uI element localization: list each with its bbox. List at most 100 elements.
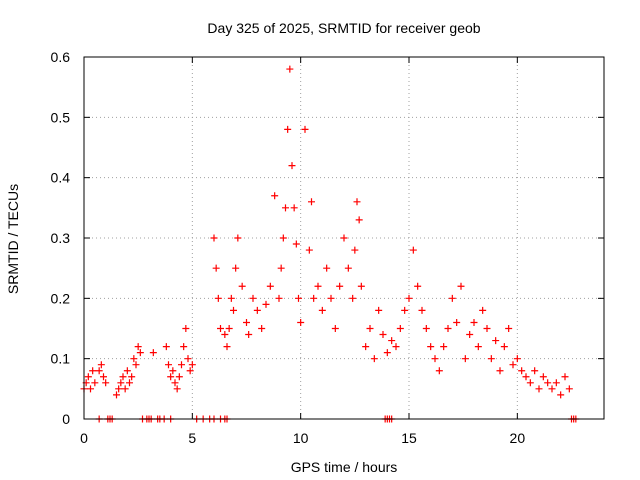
data-point xyxy=(100,373,107,381)
data-point xyxy=(440,343,448,351)
data-point xyxy=(262,300,270,308)
data-point xyxy=(323,264,331,272)
data-point xyxy=(130,355,138,363)
data-point xyxy=(466,331,474,339)
data-point xyxy=(286,65,294,73)
x-tick-label: 10 xyxy=(293,430,309,446)
data-point xyxy=(180,343,188,351)
data-point xyxy=(431,355,439,363)
data-point xyxy=(169,367,177,375)
data-point xyxy=(301,125,309,133)
data-point xyxy=(353,198,361,206)
data-point xyxy=(173,385,181,393)
data-point xyxy=(561,373,569,381)
data-point xyxy=(292,240,300,248)
data-point xyxy=(500,343,508,351)
data-point xyxy=(362,343,370,351)
data-point xyxy=(230,306,237,314)
data-point xyxy=(427,343,435,351)
y-tick-label: 0.5 xyxy=(51,109,71,125)
data-point xyxy=(97,361,105,369)
data-point xyxy=(396,325,404,332)
data-point xyxy=(349,294,357,302)
y-tick-label: 0.2 xyxy=(51,290,71,306)
data-point xyxy=(366,325,374,332)
x-tick-label: 0 xyxy=(80,430,88,446)
data-point xyxy=(305,246,313,254)
data-point xyxy=(123,367,131,375)
data-point xyxy=(186,367,194,375)
data-point xyxy=(290,204,298,212)
y-tick-label: 0.6 xyxy=(51,49,71,65)
data-point xyxy=(526,379,534,387)
data-point xyxy=(401,306,409,314)
data-point xyxy=(113,391,120,399)
data-point xyxy=(295,294,302,302)
data-point xyxy=(535,385,543,393)
data-point xyxy=(331,325,339,332)
data-point xyxy=(182,325,190,332)
data-point xyxy=(355,216,363,224)
y-tick-label: 0 xyxy=(62,411,70,427)
data-point xyxy=(414,282,422,290)
data-point xyxy=(357,282,365,290)
data-point xyxy=(297,318,305,326)
x-tick-label: 5 xyxy=(188,430,196,446)
data-point xyxy=(225,325,233,332)
data-point xyxy=(505,325,513,332)
data-point xyxy=(232,264,240,272)
data-point xyxy=(136,349,144,357)
data-point xyxy=(217,325,224,332)
data-point xyxy=(128,373,136,381)
data-point xyxy=(474,343,482,351)
data-point xyxy=(162,343,170,351)
data-point xyxy=(89,367,97,375)
data-point xyxy=(115,385,123,393)
data-point xyxy=(448,294,456,302)
y-tick-label: 0.3 xyxy=(51,230,71,246)
data-point xyxy=(178,361,185,369)
axis-ticks: 0 5 10 15 20 0 0.1 0.2 0.3 0.4 0.5 0.6 xyxy=(51,49,604,446)
data-point xyxy=(544,379,552,387)
data-point xyxy=(279,234,287,242)
data-point xyxy=(518,367,526,375)
data-point xyxy=(167,373,175,381)
data-point xyxy=(134,343,142,351)
data-point xyxy=(327,294,335,302)
data-point xyxy=(388,337,396,345)
data-point xyxy=(539,373,547,381)
data-point xyxy=(117,379,125,387)
data-point xyxy=(214,294,222,302)
data-point xyxy=(234,234,242,242)
data-point xyxy=(513,355,521,363)
data-point xyxy=(405,294,413,302)
data-point xyxy=(370,355,378,363)
y-tick-label: 0.4 xyxy=(51,170,71,186)
data-point xyxy=(409,246,417,254)
plot-frame xyxy=(83,56,605,420)
data-point xyxy=(479,306,487,314)
data-point xyxy=(284,125,292,133)
y-axis-label: SRMTID / TECUs xyxy=(5,184,21,294)
data-point xyxy=(548,385,556,393)
data-point xyxy=(470,318,478,326)
data-point xyxy=(102,379,110,387)
x-tick-label: 20 xyxy=(510,430,526,446)
data-point xyxy=(351,246,359,254)
data-point xyxy=(271,192,279,200)
x-axis-label: GPS time / hours xyxy=(291,459,398,475)
data-point xyxy=(422,325,430,332)
data-point xyxy=(492,337,500,345)
data-point xyxy=(531,367,539,375)
data-point xyxy=(453,318,461,326)
data-point xyxy=(435,367,443,375)
data-point xyxy=(165,361,172,369)
data-point xyxy=(310,294,318,302)
data-point xyxy=(253,306,261,314)
data-point xyxy=(457,282,465,290)
data-point xyxy=(483,325,491,332)
x-tick-label: 15 xyxy=(401,430,417,446)
data-point xyxy=(258,325,266,332)
data-point xyxy=(318,306,326,314)
data-point xyxy=(565,385,573,393)
